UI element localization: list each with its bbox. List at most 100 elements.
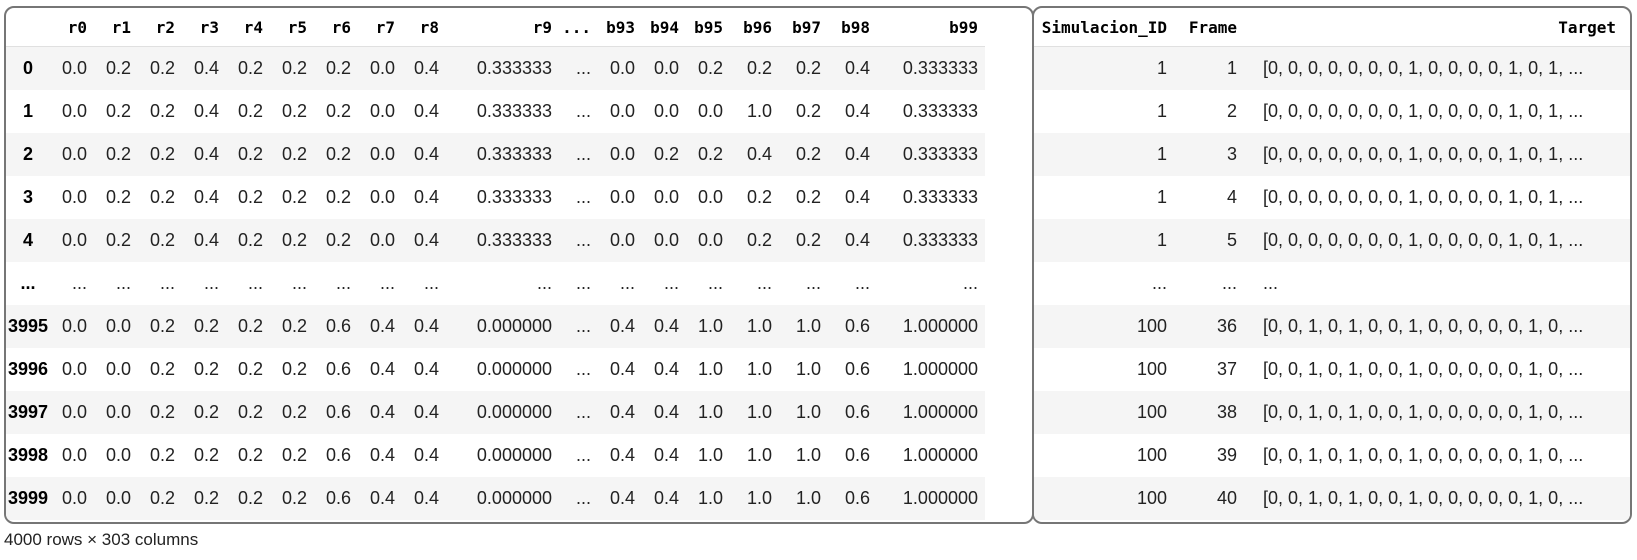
table-cell: 1 [1156, 58, 1167, 78]
table-cell: 0.333333 [902, 101, 978, 121]
table-cell: 40 [1216, 488, 1237, 508]
table-cell: 1.0 [746, 359, 772, 379]
table-cell: ... [291, 273, 307, 293]
table-cell: 0.4 [193, 58, 219, 78]
table-cell: 1.0 [697, 402, 723, 422]
table-cell: 0.2 [325, 58, 351, 78]
table-cell: 0.4 [844, 144, 870, 164]
table-cell: 1 [1156, 230, 1167, 250]
table-cell: 0.0 [697, 101, 723, 121]
table-cell: 0.0 [61, 144, 87, 164]
row-index: 3996 [7, 359, 49, 379]
table-cell: 0.0 [609, 101, 635, 121]
table-cell: 0.0 [105, 402, 131, 422]
table-cell: [0, 0, 1, 0, 1, 0, 0, 1, 0, 0, 0, 0, 0, … [1263, 402, 1584, 422]
table-cell: ... [854, 273, 870, 293]
table-cell: 0.2 [795, 144, 821, 164]
dataframe-right-panel: Simulacion_ID Frame Target 1 1 [0, 0, 0, 0, … [1032, 6, 1632, 524]
table-cell: 0.4 [746, 144, 772, 164]
table-cell: [0, 0, 0, 0, 0, 0, 0, 1, 0, 0, 0, 0, 1, … [1263, 144, 1584, 164]
table-cell: ... [159, 273, 175, 293]
column-header: b97 [779, 8, 828, 47]
table-cell: 0.2 [149, 402, 175, 422]
table-cell: 0.2 [697, 144, 723, 164]
table-row: 100 40 [0, 0, 1, 0, 1, 0, 0, 1, 0, 0, 0, 0… [1034, 477, 1630, 520]
table-cell: 0.0 [61, 316, 87, 336]
table-cell: 0.4 [413, 402, 439, 422]
table-row: 0 0.0 0.2 0.2 0.4 0.2 0.2 0.2 0.0 0.4 0.333333... 0… [6, 46, 985, 90]
table-cell: 0.0 [105, 488, 131, 508]
table-cell: ... [575, 230, 591, 250]
table-row: ......... [1034, 262, 1630, 305]
table-row: 1 5 [0, 0, 0, 0, 0, 0, 0, 1, 0, 0, 0, 0, 1… [1034, 219, 1630, 262]
table-row: 3998 0.0 0.0 0.2 0.2 0.2 0.2 0.6 0.4 0.4 0.000000.… [6, 434, 985, 477]
table-cell: 0.4 [413, 488, 439, 508]
table-cell: 0.2 [149, 445, 175, 465]
table-cell: ... [575, 488, 591, 508]
table-cell: 0.2 [193, 359, 219, 379]
table-cell: 0.0 [61, 230, 87, 250]
table-cell: 4 [1226, 187, 1237, 207]
table-cell: 0.4 [413, 58, 439, 78]
table-cell: 1.000000 [902, 402, 978, 422]
table-cell: 0.6 [844, 402, 870, 422]
column-header: ... [559, 8, 598, 47]
table-cell: 1.0 [795, 445, 821, 465]
table-cell: 0.2 [795, 101, 821, 121]
table-cell: 0.2 [281, 187, 307, 207]
row-index: ... [20, 273, 36, 293]
table-cell: 0.2 [149, 316, 175, 336]
table-cell: 0.2 [281, 402, 307, 422]
table-cell: 1.000000 [902, 316, 978, 336]
table-cell: 0.2 [746, 187, 772, 207]
table-cell: 0.4 [609, 316, 635, 336]
table-cell: [0, 0, 1, 0, 1, 0, 0, 1, 0, 0, 0, 0, 0, … [1263, 316, 1584, 336]
table-row: 1 2 [0, 0, 0, 0, 0, 0, 0, 1, 0, 0, 0, 0, 1… [1034, 90, 1630, 133]
table-cell: 0.000000 [476, 445, 552, 465]
table-cell: 0.333333 [476, 58, 552, 78]
table-cell: 39 [1216, 445, 1237, 465]
table-cell: 0.0 [369, 101, 395, 121]
table-cell: 0.4 [369, 488, 395, 508]
table-cell: 0.2 [281, 230, 307, 250]
table-cell: 1.0 [746, 316, 772, 336]
table-row: 1 0.0 0.2 0.2 0.4 0.2 0.2 0.2 0.0 0.4 0.333333... 0… [6, 90, 985, 133]
table-row: 1 3 [0, 0, 0, 0, 0, 0, 0, 1, 0, 0, 0, 0, 1… [1034, 133, 1630, 176]
row-count-footer: 4000 rows × 303 columns [4, 530, 199, 549]
table-cell: 0.2 [281, 488, 307, 508]
table-row: 3 0.0 0.2 0.2 0.4 0.2 0.2 0.2 0.0 0.4 0.333333... 0… [6, 176, 985, 219]
table-cell: 0.2 [149, 187, 175, 207]
table-cell: 0.0 [369, 58, 395, 78]
table-cell: ... [115, 273, 131, 293]
table-cell: 0.0 [653, 230, 679, 250]
table-cell: ... [1263, 273, 1279, 293]
table-cell: 1.0 [746, 402, 772, 422]
column-header: b96 [730, 8, 779, 47]
table-cell: 0.6 [325, 359, 351, 379]
table-cell: 1.0 [697, 488, 723, 508]
table-cell: [0, 0, 0, 0, 0, 0, 0, 1, 0, 0, 0, 0, 1, … [1263, 230, 1584, 250]
table-cell: 0.4 [193, 144, 219, 164]
table-cell: 0.4 [653, 488, 679, 508]
column-header: Target [1247, 8, 1630, 47]
table-cell: 0.0 [105, 359, 131, 379]
table-cell: 0.0 [653, 187, 679, 207]
table-cell: 0.333333 [476, 187, 552, 207]
table-cell: ... [756, 273, 772, 293]
header-row: Simulacion_ID Frame Target [1034, 8, 1630, 47]
table-row: 1 1 [0, 0, 0, 0, 0, 0, 0, 1, 0, 0, 0, 0, 1… [1034, 46, 1630, 90]
column-header: r9 [446, 8, 559, 47]
table-cell: 0.0 [61, 402, 87, 422]
table-cell: 0.4 [609, 488, 635, 508]
table-cell: 0.2 [237, 316, 263, 336]
table-cell: 0.2 [281, 58, 307, 78]
table-cell: 0.2 [237, 187, 263, 207]
table-cell: 0.6 [325, 488, 351, 508]
table-cell: 0.2 [325, 187, 351, 207]
table-cell: [0, 0, 0, 0, 0, 0, 0, 1, 0, 0, 0, 0, 1, … [1263, 101, 1584, 121]
table-cell: 0.4 [609, 445, 635, 465]
table-cell: 0.2 [149, 58, 175, 78]
table-cell: 0.000000 [476, 316, 552, 336]
table-cell: 0.2 [193, 445, 219, 465]
table-cell: [0, 0, 0, 0, 0, 0, 0, 1, 0, 0, 0, 0, 1, … [1263, 58, 1584, 78]
